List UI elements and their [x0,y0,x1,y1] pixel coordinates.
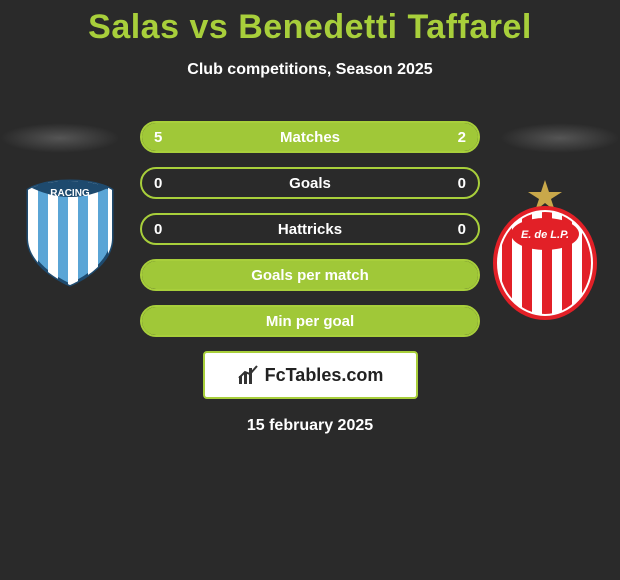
bar-label: Min per goal [142,307,478,335]
stats-bars: 52Matches 00Goals 00Hattricks Goals per mat… [140,121,480,337]
brand-box[interactable]: FcTables.com [203,351,418,399]
shadow-right [500,123,620,153]
bar-label: Matches [142,123,478,151]
stat-row: Goals per match [140,259,480,291]
chart-icon [237,364,259,386]
stat-row: 00Goals [140,167,480,199]
date-text: 15 february 2025 [0,417,620,435]
crest-left-text: RACING [50,188,90,199]
bar-label: Hattricks [142,215,478,243]
stat-row: 00Hattricks [140,213,480,245]
crest-estudiantes: E. de L.P. [490,178,600,323]
shadow-left [0,123,120,153]
stat-row: 52Matches [140,121,480,153]
page-title: Salas vs Benedetti Taffarel [0,0,620,47]
bar-label: Goals [142,169,478,197]
brand-text: FcTables.com [265,365,384,386]
bar-label: Goals per match [142,261,478,289]
crest-right-text: E. de L.P. [521,229,569,241]
crest-racing: RACING [20,178,120,288]
stat-row: Min per goal [140,305,480,337]
subtitle: Club competitions, Season 2025 [0,61,620,79]
